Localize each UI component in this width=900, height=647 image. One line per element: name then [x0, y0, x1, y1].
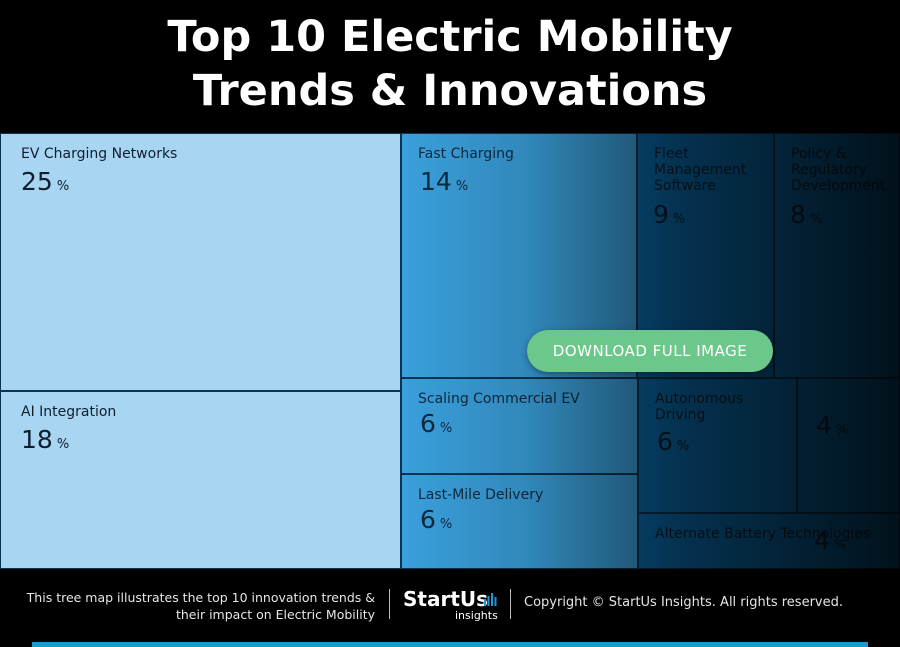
- tile-value: 6%: [420, 409, 452, 438]
- tile-value: 6%: [657, 427, 689, 456]
- tile-value-unit: %: [439, 421, 453, 436]
- tile-label: AI Integration: [21, 404, 117, 420]
- treemap-tile: Scaling Commercial EV 6%: [401, 378, 638, 474]
- tile-value-unit: %: [56, 437, 70, 452]
- treemap-tile: Autonomous Driving 6%: [638, 378, 797, 513]
- footer-description-line-1: This tree map illustrates the top 10 inn…: [26, 590, 375, 605]
- tile-value-number: 6: [420, 409, 436, 438]
- tile-label: Alternate Battery Technologies: [655, 526, 871, 542]
- tile-label: Last-Mile Delivery: [418, 487, 544, 503]
- accent-bar: [32, 642, 868, 647]
- bar-chart-icon: [484, 593, 497, 606]
- tile-label: Fast Charging: [418, 146, 514, 162]
- tile-value-unit: %: [455, 179, 469, 194]
- tile-value-unit: %: [672, 212, 686, 227]
- tile-label: Scaling Commercial EV: [418, 391, 580, 407]
- treemap-tile: AI Integration 18%: [0, 391, 401, 569]
- header: Top 10 Electric Mobility Trends & Innova…: [0, 0, 900, 133]
- treemap-tile: 4%: [797, 378, 900, 513]
- tile-value-number: 4: [816, 411, 832, 440]
- startus-insights-logo[interactable]: StartUs insights: [403, 587, 503, 623]
- tile-value: 6%: [420, 505, 452, 534]
- tile-value-number: 25: [21, 167, 53, 196]
- footer: This tree map illustrates the top 10 inn…: [0, 569, 900, 647]
- footer-description: This tree map illustrates the top 10 inn…: [15, 589, 375, 623]
- tile-value-number: 4: [814, 526, 830, 555]
- page-title-line-2: Trends & Innovations: [192, 66, 708, 116]
- tile-value: 4%: [814, 526, 846, 555]
- tile-value-unit: %: [809, 212, 823, 227]
- tile-value-number: 14: [420, 167, 452, 196]
- download-full-image-button[interactable]: DOWNLOAD FULL IMAGE: [527, 330, 773, 372]
- footer-divider: [389, 589, 390, 619]
- logo-sub-text: insights: [455, 609, 498, 622]
- tile-value-unit: %: [56, 179, 70, 194]
- tile-value-number: 9: [653, 200, 669, 229]
- copyright-text: Copyright © StartUs Insights. All rights…: [524, 595, 843, 610]
- footer-description-line-2: their impact on Electric Mobility: [175, 607, 375, 622]
- tile-value: 9%: [653, 200, 685, 229]
- tile-value: 25%: [21, 167, 69, 196]
- logo-main-text: StartUs: [403, 587, 489, 611]
- tile-value-number: 18: [21, 425, 53, 454]
- treemap-tile: Alternate Battery Technologies 4%: [638, 513, 900, 569]
- tile-label: Fleet Management Software: [654, 146, 747, 194]
- tile-value-unit: %: [676, 439, 690, 454]
- tile-value: 18%: [21, 425, 69, 454]
- tile-label: Policy & Regulatory Development: [791, 146, 886, 194]
- tile-value: 4%: [816, 411, 848, 440]
- tile-label: EV Charging Networks: [21, 146, 178, 162]
- treemap-tile: Policy & Regulatory Development 8%: [774, 133, 900, 378]
- treemap-tile: Last-Mile Delivery 6%: [401, 474, 638, 569]
- tile-value: 14%: [420, 167, 468, 196]
- tile-value-unit: %: [833, 538, 847, 553]
- page-title-line-1: Top 10 Electric Mobility: [167, 12, 733, 62]
- tile-value-number: 6: [420, 505, 436, 534]
- tile-value-number: 6: [657, 427, 673, 456]
- footer-divider: [510, 589, 511, 619]
- tile-value-unit: %: [835, 423, 849, 438]
- treemap-tile: EV Charging Networks 25%: [0, 133, 401, 391]
- tile-value: 8%: [790, 200, 822, 229]
- tile-value-unit: %: [439, 517, 453, 532]
- tile-label: Autonomous Driving: [655, 391, 744, 423]
- tile-value-number: 8: [790, 200, 806, 229]
